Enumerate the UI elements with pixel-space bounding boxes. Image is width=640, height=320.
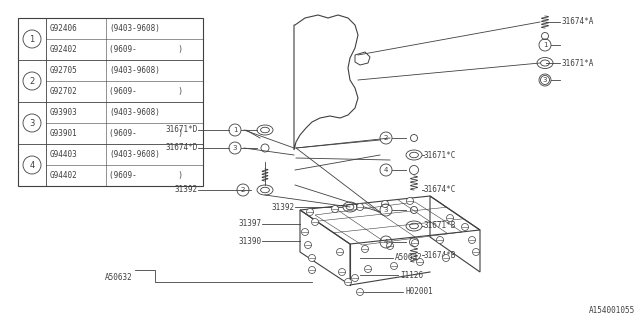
Text: 31671*D: 31671*D: [166, 125, 198, 134]
Text: (9609-         ): (9609- ): [109, 171, 183, 180]
Circle shape: [312, 219, 319, 226]
Text: 1: 1: [233, 127, 237, 133]
Circle shape: [472, 249, 479, 255]
Circle shape: [417, 259, 424, 266]
Text: 31671*A: 31671*A: [562, 59, 595, 68]
Text: A50632: A50632: [105, 274, 133, 283]
Circle shape: [305, 242, 312, 249]
Circle shape: [468, 236, 476, 244]
Circle shape: [307, 209, 314, 215]
Circle shape: [412, 239, 419, 246]
Text: 2: 2: [241, 187, 245, 193]
Text: 2: 2: [384, 135, 388, 141]
Text: 3: 3: [384, 207, 388, 213]
Text: G92406: G92406: [50, 24, 77, 33]
Text: (9403-9608): (9403-9608): [109, 24, 160, 33]
Text: G93903: G93903: [50, 108, 77, 117]
Circle shape: [390, 262, 397, 269]
Circle shape: [381, 201, 388, 207]
Circle shape: [308, 267, 316, 274]
Circle shape: [308, 254, 316, 261]
Circle shape: [447, 214, 454, 221]
Circle shape: [351, 275, 358, 282]
Text: I1126: I1126: [400, 270, 423, 279]
Text: G94402: G94402: [50, 171, 77, 180]
Text: (9609-         ): (9609- ): [109, 129, 183, 138]
Text: G92702: G92702: [50, 87, 77, 96]
Text: A154001055: A154001055: [589, 306, 635, 315]
Text: 31390: 31390: [239, 236, 262, 245]
Text: 31674*C: 31674*C: [424, 186, 456, 195]
Text: (9403-9608): (9403-9608): [109, 150, 160, 159]
Circle shape: [356, 204, 364, 211]
Text: G93901: G93901: [50, 129, 77, 138]
Text: 31671*C: 31671*C: [424, 150, 456, 159]
Circle shape: [332, 205, 339, 212]
Circle shape: [387, 243, 394, 250]
Text: 4: 4: [384, 239, 388, 245]
Circle shape: [406, 197, 413, 204]
Text: G94403: G94403: [50, 150, 77, 159]
Text: (9403-9608): (9403-9608): [109, 108, 160, 117]
Circle shape: [356, 289, 364, 295]
Circle shape: [436, 236, 444, 244]
Text: 1: 1: [543, 42, 547, 48]
Circle shape: [461, 223, 468, 230]
Circle shape: [362, 245, 369, 252]
Circle shape: [365, 266, 371, 273]
Text: (9403-9608): (9403-9608): [109, 66, 160, 75]
Circle shape: [442, 254, 449, 261]
Text: G92402: G92402: [50, 45, 77, 54]
Text: 4: 4: [384, 167, 388, 173]
Text: G92705: G92705: [50, 66, 77, 75]
Circle shape: [301, 228, 308, 236]
Circle shape: [337, 249, 344, 255]
Text: (9609-         ): (9609- ): [109, 45, 183, 54]
Text: 31671*B: 31671*B: [424, 221, 456, 230]
Circle shape: [339, 268, 346, 276]
Text: 31392: 31392: [272, 203, 295, 212]
Text: 3: 3: [233, 145, 237, 151]
Text: 3: 3: [543, 77, 547, 83]
Text: 3: 3: [29, 118, 35, 127]
Text: 31392: 31392: [175, 186, 198, 195]
Bar: [18, 18, 203, 186]
Text: 31674*D: 31674*D: [166, 143, 198, 153]
Text: 1: 1: [29, 35, 35, 44]
Text: A50632: A50632: [395, 253, 423, 262]
Circle shape: [344, 278, 351, 285]
Text: 31397: 31397: [239, 220, 262, 228]
Text: 4: 4: [29, 161, 35, 170]
Text: (9609-         ): (9609- ): [109, 87, 183, 96]
Text: 31674*B: 31674*B: [424, 251, 456, 260]
Text: 31674*A: 31674*A: [562, 18, 595, 27]
Text: H02001: H02001: [405, 287, 433, 297]
Text: 2: 2: [29, 76, 35, 85]
